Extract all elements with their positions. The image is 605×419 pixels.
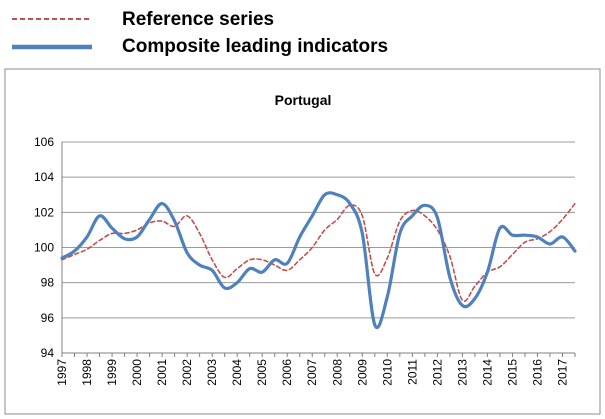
x-tick-label-2006: 2006	[280, 359, 294, 386]
y-tick-label-104: 104	[34, 170, 54, 184]
x-tick-label-2001: 2001	[155, 359, 169, 386]
chart-frame	[4, 68, 601, 415]
x-tick-label-2010: 2010	[380, 359, 394, 386]
x-tick-label-2004: 2004	[230, 359, 244, 386]
y-tick-label-94: 94	[41, 346, 55, 360]
x-tick-label-2002: 2002	[180, 359, 194, 386]
x-tick-label-2011: 2011	[405, 359, 419, 385]
x-tick-label-2007: 2007	[305, 359, 319, 386]
legend-label-composite-leading-indicators: Composite leading indicators	[122, 36, 389, 57]
legend	[12, 18, 92, 50]
x-tick-label-2016: 2016	[530, 359, 544, 386]
x-tick-label-1998: 1998	[80, 359, 94, 386]
x-tick-label-2003: 2003	[205, 359, 219, 386]
x-tick-label-1997: 1997	[55, 359, 69, 386]
x-tick-label-2013: 2013	[455, 359, 469, 386]
x-tick-label-2015: 2015	[505, 359, 519, 386]
axes: 94 96 98 100 102 104 106 1997 1998 1999 2000 2001 20…	[34, 135, 576, 386]
x-tick-label-1999: 1999	[105, 359, 119, 386]
y-tick-label-98: 98	[41, 276, 55, 290]
series-line-composite-leading-indicators	[60, 191, 577, 329]
x-tick-label-2000: 2000	[130, 359, 144, 386]
x-tick-label-2009: 2009	[355, 359, 369, 386]
legend-label-reference-series: Reference series	[122, 9, 275, 30]
y-tick-label-100: 100	[34, 241, 54, 255]
x-tick-label-2012: 2012	[430, 359, 444, 386]
y-tick-label-102: 102	[34, 205, 54, 219]
series	[60, 191, 577, 329]
x-tick-label-2005: 2005	[255, 359, 269, 386]
x-tick-label-2017: 2017	[555, 359, 569, 386]
x-tick-label-2014: 2014	[480, 359, 494, 386]
y-tick-label-106: 106	[34, 135, 54, 149]
x-tick-label-2008: 2008	[330, 359, 344, 386]
chart-title: Portugal	[275, 92, 332, 108]
y-tick-label-96: 96	[41, 311, 55, 325]
